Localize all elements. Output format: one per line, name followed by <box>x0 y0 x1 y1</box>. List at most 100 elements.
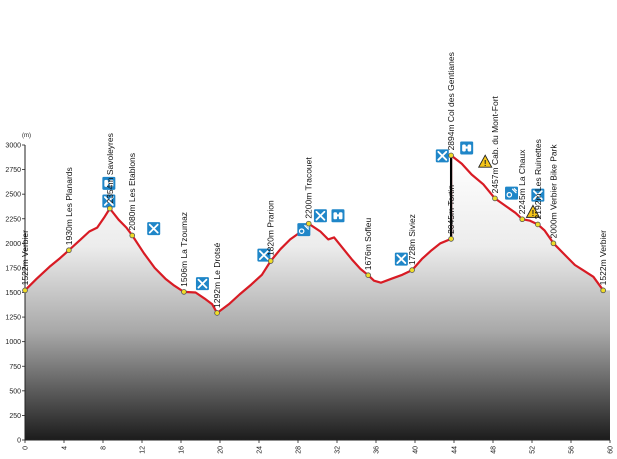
y-tick-label: 250 <box>9 413 21 420</box>
waypoint-marker <box>305 220 312 227</box>
y-tick-label: 750 <box>9 364 21 371</box>
x-tick-label: 16 <box>179 446 186 454</box>
wrench-glyph <box>511 188 517 194</box>
waypoint-marker <box>22 287 28 294</box>
area-layer <box>25 155 610 440</box>
waypoint-label: 2245m La Chaux <box>517 149 527 214</box>
cutlery-glyph <box>396 254 407 264</box>
lens-right <box>467 144 472 152</box>
waypoint-label: 1292m Le Drotsé <box>212 242 222 307</box>
x-tick-label: 56 <box>569 446 576 454</box>
y-tick-label: 0 <box>17 438 21 445</box>
waypoint-label: 2045m Tortin <box>446 185 456 234</box>
waypoint-label: 2000m Verbier Bike Park <box>548 144 558 239</box>
lens-right <box>109 179 114 187</box>
waypoint-marker <box>550 240 557 247</box>
y-tick-label: 2750 <box>5 167 21 174</box>
x-tick-label: 60 <box>608 446 615 454</box>
y-tick-label: 1000 <box>5 339 21 346</box>
waypoint-label: 2354m Savoleyres <box>105 133 115 203</box>
y-tick-label: 1500 <box>5 290 21 297</box>
restaurant-icon <box>147 222 161 236</box>
y-tick-label: 2500 <box>5 192 21 199</box>
waypoint-marker <box>107 205 113 212</box>
binoculars-icon <box>460 141 474 155</box>
lens-bridge <box>336 214 340 217</box>
waypoint-label: 1820m Prarion <box>266 200 276 256</box>
waypoint-marker <box>181 289 187 295</box>
lens-left <box>104 179 108 187</box>
waypoint-marker <box>267 258 274 264</box>
x-tick-label: 4 <box>62 446 69 450</box>
waypoint-marker <box>492 195 498 202</box>
binoculars-icon <box>102 176 116 190</box>
waypoint-marker <box>519 216 526 223</box>
x-tick-label: 0 <box>23 446 30 450</box>
waypoint-marker <box>129 232 136 239</box>
warning-mark: ! <box>532 209 535 218</box>
waypoint-label: 1522m Verbier <box>20 230 30 285</box>
y-tick-label: 2250 <box>5 216 21 223</box>
lens-left <box>462 144 466 152</box>
y-tick-label: 2000 <box>5 241 21 248</box>
restaurant-icon <box>394 252 408 266</box>
waypoint-marker <box>409 267 415 273</box>
bike-repair-icon <box>505 186 519 200</box>
waypoint-label: 2192m Les Ruinettes <box>533 139 543 219</box>
x-tick-label: 48 <box>491 446 498 454</box>
cutlery-glyph <box>197 278 208 289</box>
x-tick-label: 32 <box>335 446 342 454</box>
waypoint-label: 2457m Cab. du Mont-Fort <box>490 95 500 193</box>
x-tick-label: 24 <box>257 446 264 454</box>
wheel-glyph <box>298 228 305 234</box>
waypoint-marker <box>365 272 372 278</box>
warning-icon: ! <box>525 204 541 218</box>
y-axis-unit: (m) <box>22 133 31 139</box>
cutlery-glyph <box>258 250 269 261</box>
x-tick-label: 44 <box>452 446 459 454</box>
waypoint-label: 1522m Verbier <box>598 230 608 285</box>
waypoint-marker <box>600 287 606 294</box>
waypoint-label: 2894m Col des Gentianes <box>446 52 456 150</box>
waypoint-label: 2080m Les Etablons <box>127 153 137 231</box>
x-tick-label: 20 <box>218 446 225 454</box>
cutlery-glyph <box>532 190 543 201</box>
axis-layer: 0 250 500 750 1000 1250 1500 1750 2000 2250 2500 27… <box>5 143 614 454</box>
lens-right <box>338 212 343 220</box>
restaurant-icon <box>435 149 449 163</box>
x-tick-label: 12 <box>140 446 147 454</box>
y-tick-label: 1750 <box>5 265 21 272</box>
cutlery-glyph <box>315 210 326 221</box>
label-layer: 1522m Verbier 1930m Les Planards 2354m Sav… <box>20 52 608 308</box>
waypoint-label: 1728m Siviez <box>407 214 417 265</box>
icon-layer: !! <box>102 141 545 291</box>
x-tick-label: 36 <box>374 446 381 454</box>
marker-layer <box>22 152 606 316</box>
warning-icon: ! <box>477 154 493 168</box>
restaurant-icon <box>102 194 116 208</box>
y-tick-label: 1250 <box>5 315 21 322</box>
waypoint-label: 1506m La Tzoumaz <box>179 212 189 287</box>
waypoint-marker <box>448 236 454 242</box>
restaurant-icon <box>531 188 545 202</box>
lens-bridge <box>465 146 468 149</box>
y-tick-label: 500 <box>9 388 21 395</box>
waypoint-marker <box>535 221 541 228</box>
wheel-glyph <box>506 191 513 198</box>
cutlery-glyph <box>103 196 114 206</box>
waypoint-marker <box>214 310 220 316</box>
x-tick-label: 52 <box>530 446 537 454</box>
restaurant-icon <box>257 248 271 262</box>
restaurant-icon <box>313 209 327 223</box>
warning-mark: ! <box>484 159 487 168</box>
cutlery-glyph <box>148 223 159 234</box>
waypoint-marker <box>448 152 454 159</box>
cutlery-glyph <box>437 150 448 161</box>
x-tick-label: 28 <box>296 446 303 454</box>
waypoint-label: 1676m Sofleu <box>363 217 373 270</box>
warning-triangle <box>477 154 493 168</box>
line-layer <box>24 154 605 315</box>
x-tick-label: 40 <box>413 446 420 454</box>
